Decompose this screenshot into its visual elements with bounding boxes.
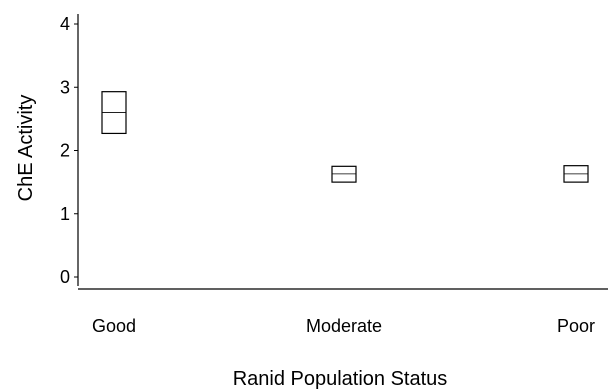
y-tick-label-0: 0 [60,267,70,287]
y-tick-label-4: 4 [60,14,70,34]
x-axis-title: Ranid Population Status [233,368,448,390]
box-good [101,91,127,135]
x-tick-label-poor: Poor [557,316,595,336]
x-tick-labels: Good Moderate Poor [92,316,595,336]
box-moderate [331,165,357,183]
x-tick-label-good: Good [92,316,136,336]
x-tick-label-moderate: Moderate [306,316,382,336]
y-axis-title: ChE Activity [15,95,37,202]
y-tick-label-2: 2 [60,141,70,161]
y-tick-label-3: 3 [60,77,70,97]
box-poor [563,165,589,183]
axes [77,14,608,290]
y-ticks: 0 1 2 3 4 [60,14,78,287]
y-tick-label-1: 1 [60,204,70,224]
boxes [101,91,589,183]
